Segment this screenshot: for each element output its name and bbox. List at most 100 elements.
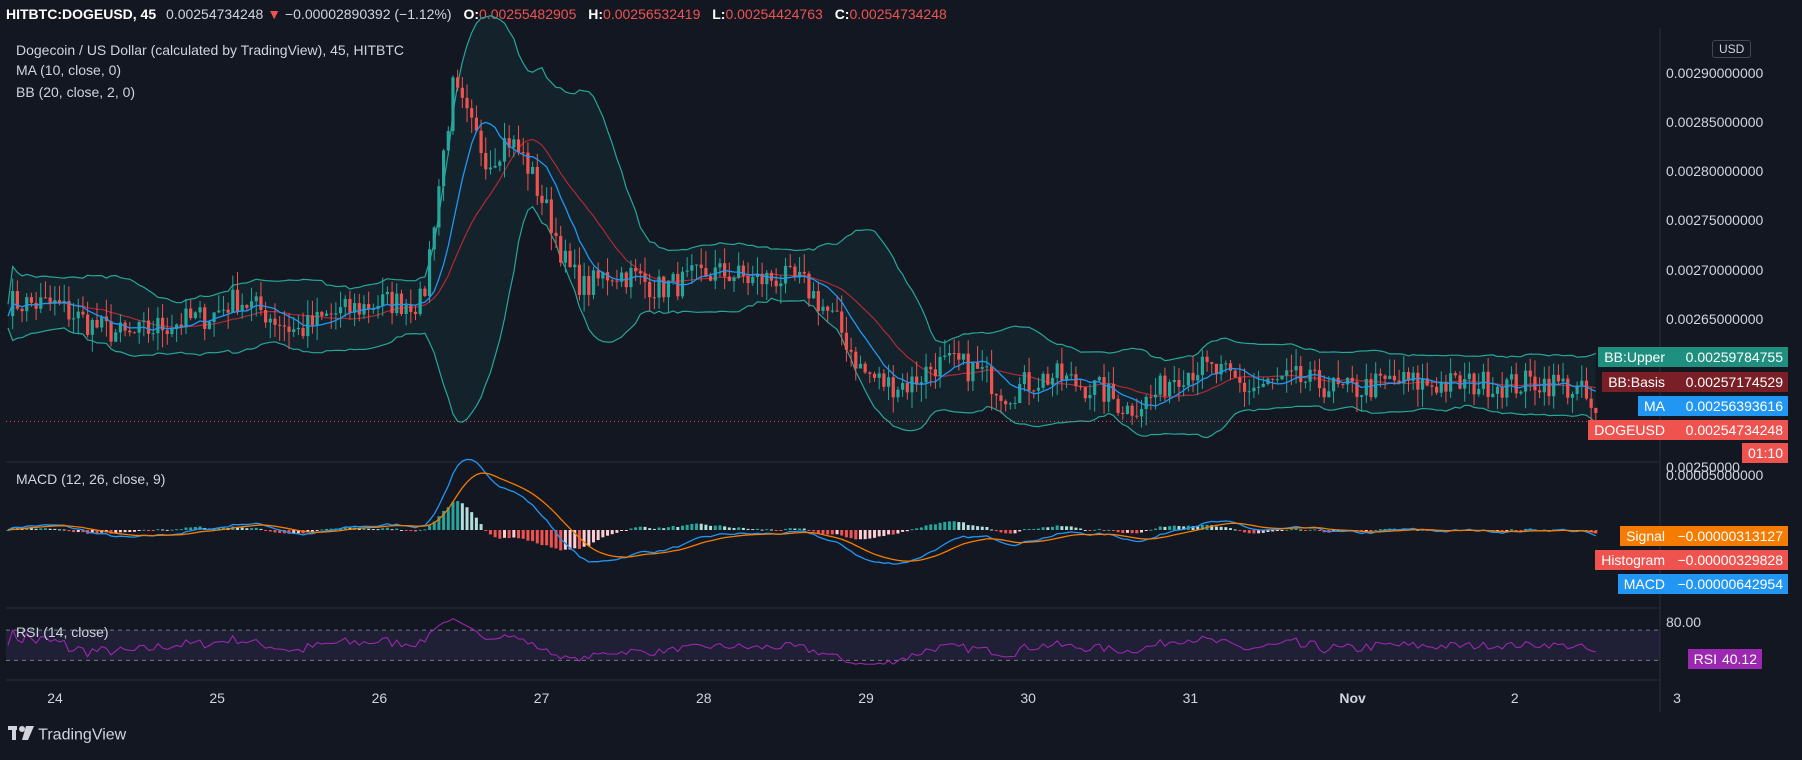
candle-body (287, 326, 291, 332)
tradingview-icon (8, 724, 34, 747)
macd-bar (1013, 530, 1017, 534)
candle-body (207, 322, 212, 329)
macd-bar (887, 530, 891, 535)
macd-bar (1214, 526, 1218, 530)
macd-bar (437, 516, 441, 530)
candle-body (404, 304, 408, 315)
candle-body (835, 310, 839, 312)
macd-bar (577, 530, 581, 549)
macd-bar (699, 523, 703, 530)
symbol-name[interactable]: HITBTC:DOGEUSD, 45 (6, 6, 157, 22)
candle-body (924, 366, 928, 383)
candle-body (1275, 379, 1279, 381)
candle-body (1350, 377, 1354, 382)
rsi-legend[interactable]: RSI (14, close) (16, 624, 109, 640)
candle-body (1032, 390, 1036, 392)
macd-bar (638, 526, 642, 530)
time-axis-tick: Nov (1339, 690, 1366, 706)
candle-body (619, 272, 624, 282)
macd-bar (1154, 528, 1158, 530)
candle-body (896, 389, 900, 398)
price-tag-bbbasis-label: BB:Basis (1602, 372, 1670, 392)
macd-bar (521, 530, 525, 539)
macd-bar (1524, 528, 1528, 530)
rsi-tag-label[interactable]: RSI (1687, 649, 1722, 669)
candle-body (390, 291, 394, 314)
time-axis-tick: 29 (858, 690, 874, 706)
candle-body (901, 383, 905, 390)
candle-body (1149, 396, 1153, 398)
macd-bar (1519, 530, 1523, 531)
candle-body (1135, 415, 1139, 417)
open-label: O: (463, 6, 480, 22)
candle-body (142, 320, 146, 322)
macd-bar (657, 527, 661, 530)
macd-bar (1500, 530, 1504, 532)
macd-bar (156, 529, 160, 531)
candle-body (868, 372, 872, 374)
candle-body (81, 311, 85, 315)
candle-body (587, 276, 591, 295)
candle-body (160, 317, 165, 331)
candle-body (57, 300, 62, 304)
macd-tag-signal-label: Signal (1620, 526, 1670, 546)
currency-button[interactable]: USD (1712, 40, 1752, 58)
candle-body (1008, 403, 1012, 405)
macd-bar (765, 529, 769, 531)
candle-body (704, 268, 708, 276)
candle-body (1168, 382, 1172, 397)
macd-bar (620, 530, 624, 531)
candle-body (783, 265, 788, 284)
macd-bar (830, 530, 834, 535)
candle-body (629, 267, 633, 288)
macd-bar (151, 530, 155, 531)
macd-bar (924, 525, 928, 530)
candle-body (1303, 381, 1308, 383)
candle-body (746, 276, 750, 284)
macd-legend[interactable]: MACD (12, 26, close, 9) (16, 471, 166, 487)
macd-bar (540, 530, 544, 546)
macd-bar (1303, 530, 1307, 531)
candle-body (413, 311, 418, 314)
candle-body (193, 312, 197, 319)
candle-body (1238, 377, 1242, 383)
tradingview-logo[interactable]: TradingView (8, 724, 126, 747)
bb-upper-line (7, 15, 1597, 362)
price-axis-tick: 0.00280000000 (1666, 163, 1764, 180)
macd-bar (1233, 529, 1237, 531)
candle-body (254, 296, 258, 302)
macd-bar (362, 528, 366, 530)
macd-bar (43, 528, 47, 530)
macd-bar (484, 530, 488, 531)
down-arrow-icon: ▼ (267, 6, 282, 22)
macd-bar (1243, 530, 1247, 533)
macd-bar (901, 530, 905, 532)
macd-bar (1046, 527, 1050, 530)
macd-bar (442, 510, 446, 530)
candle-body (666, 280, 671, 298)
candle-body (793, 266, 797, 278)
macd-bar (296, 530, 300, 534)
bb-legend[interactable]: BB (20, close, 2, 0) (16, 84, 136, 100)
macd-bar (1055, 525, 1059, 530)
macd-bar (329, 528, 333, 530)
candle-body (1364, 379, 1368, 396)
candle-body (943, 355, 947, 357)
macd-bar (1135, 530, 1139, 534)
macd-bar (1060, 526, 1064, 530)
macd-bar (76, 530, 80, 533)
candle-body (460, 87, 464, 98)
candle-body (1280, 375, 1284, 380)
macd-bar (118, 530, 122, 533)
macd-tag-macd-value: −0.00000642954 (1669, 574, 1788, 594)
macd-bar (48, 528, 52, 530)
macd-bar (840, 530, 844, 536)
macd-bar (943, 521, 947, 530)
ma-legend[interactable]: MA (10, close, 0) (16, 62, 122, 78)
candle-body (1055, 363, 1059, 378)
macd-bar (1036, 528, 1040, 530)
macd-bar (1097, 528, 1101, 530)
candle-body (1322, 388, 1326, 398)
candle-body (446, 131, 450, 151)
